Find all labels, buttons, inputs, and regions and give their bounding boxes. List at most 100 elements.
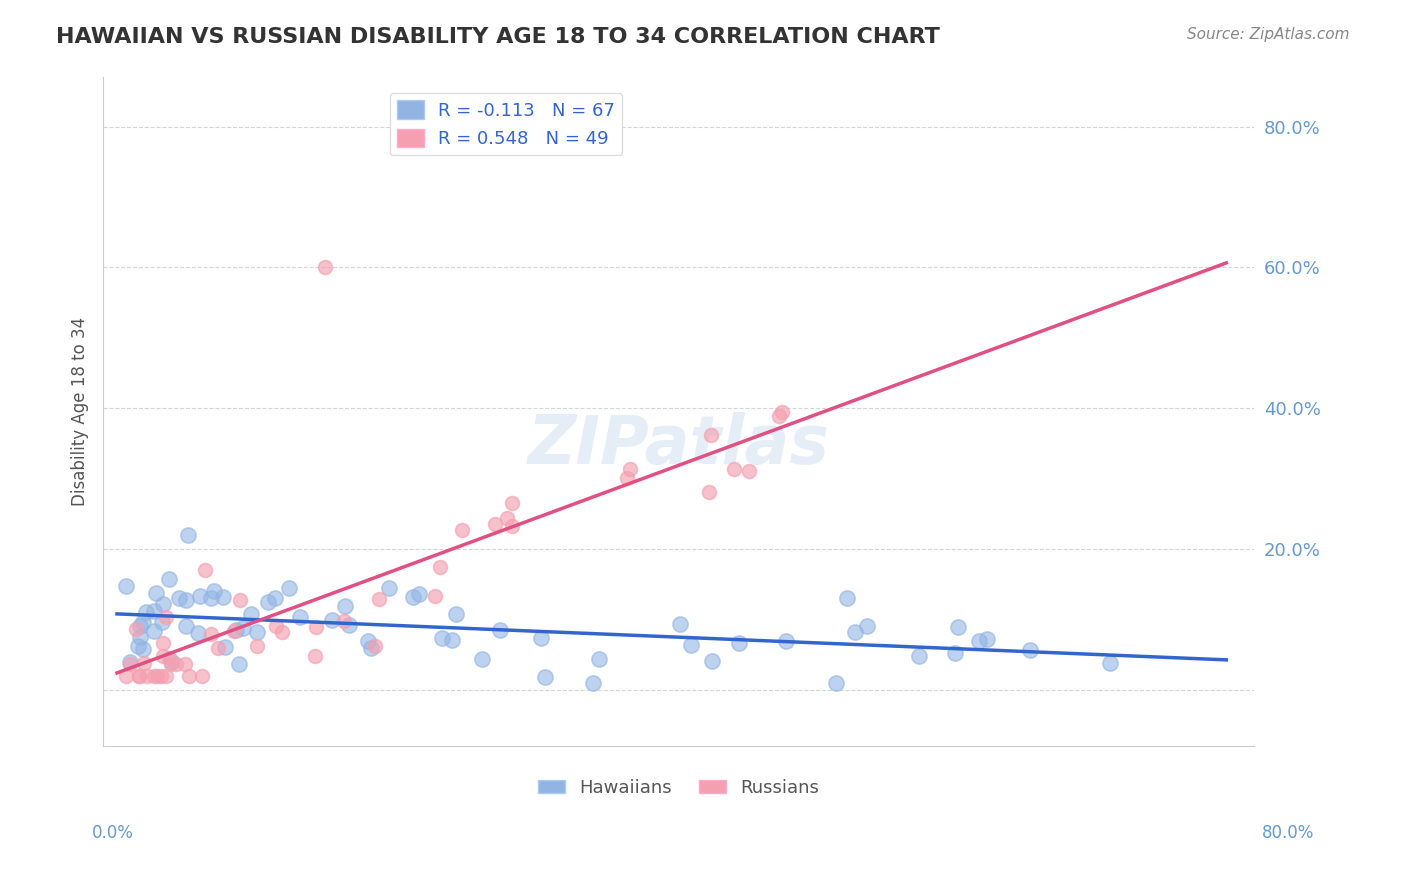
- Hawaiians: [132, 615, 155, 629]
- Hawaiians: [967, 634, 990, 648]
- Russians: [768, 409, 790, 424]
- Russians: [271, 625, 294, 640]
- Russians: [314, 260, 336, 275]
- Hawaiians: [681, 638, 703, 652]
- Hawaiians: [288, 609, 311, 624]
- Russians: [304, 649, 326, 664]
- Hawaiians: [976, 632, 998, 646]
- Hawaiians: [444, 607, 467, 621]
- Hawaiians: [356, 633, 378, 648]
- Russians: [143, 668, 166, 682]
- Russians: [132, 657, 155, 671]
- Hawaiians: [669, 616, 692, 631]
- Hawaiians: [228, 657, 250, 672]
- Hawaiians: [129, 631, 152, 645]
- Russians: [229, 592, 252, 607]
- Hawaiians: [1019, 642, 1042, 657]
- Hawaiians: [471, 652, 494, 666]
- Russians: [146, 668, 169, 682]
- Hawaiians: [360, 640, 382, 655]
- Russians: [160, 657, 183, 671]
- Russians: [484, 517, 506, 532]
- Russians: [700, 428, 723, 442]
- Hawaiians: [432, 631, 454, 645]
- Russians: [128, 668, 150, 682]
- Hawaiians: [278, 581, 301, 595]
- Russians: [770, 404, 793, 418]
- Hawaiians: [145, 586, 167, 600]
- Hawaiians: [174, 592, 197, 607]
- Hawaiians: [440, 632, 463, 647]
- Hawaiians: [775, 634, 797, 648]
- Hawaiians: [157, 572, 180, 586]
- Hawaiians: [337, 617, 360, 632]
- Hawaiians: [943, 646, 966, 660]
- Russians: [364, 639, 387, 653]
- Russians: [697, 485, 720, 500]
- Text: HAWAIIAN VS RUSSIAN DISABILITY AGE 18 TO 34 CORRELATION CHART: HAWAIIAN VS RUSSIAN DISABILITY AGE 18 TO…: [56, 27, 941, 46]
- Russians: [177, 668, 200, 682]
- Russians: [616, 470, 638, 484]
- Hawaiians: [132, 642, 155, 657]
- Hawaiians: [176, 528, 198, 542]
- Russians: [128, 668, 150, 682]
- Hawaiians: [225, 623, 247, 637]
- Hawaiians: [232, 622, 254, 636]
- Russians: [191, 668, 214, 682]
- Hawaiians: [534, 670, 557, 684]
- Russians: [157, 651, 180, 665]
- Russians: [135, 668, 157, 682]
- Hawaiians: [844, 624, 866, 639]
- Hawaiians: [152, 597, 174, 611]
- Russians: [124, 622, 146, 636]
- Russians: [118, 657, 141, 672]
- Russians: [738, 464, 761, 478]
- Y-axis label: Disability Age 18 to 34: Disability Age 18 to 34: [72, 318, 89, 507]
- Russians: [451, 523, 474, 537]
- Russians: [165, 657, 187, 671]
- Hawaiians: [211, 590, 233, 604]
- Russians: [152, 636, 174, 650]
- Russians: [194, 563, 217, 577]
- Russians: [115, 668, 138, 682]
- Hawaiians: [837, 591, 859, 606]
- Hawaiians: [333, 599, 356, 614]
- Hawaiians: [907, 648, 929, 663]
- Russians: [501, 518, 523, 533]
- Hawaiians: [489, 623, 512, 637]
- Hawaiians: [239, 607, 262, 621]
- Hawaiians: [214, 640, 236, 655]
- Hawaiians: [202, 583, 225, 598]
- Text: 80.0%: 80.0%: [1263, 824, 1315, 842]
- Hawaiians: [529, 631, 551, 645]
- Russians: [246, 639, 269, 653]
- Hawaiians: [321, 613, 343, 627]
- Hawaiians: [402, 591, 425, 605]
- Russians: [149, 668, 172, 682]
- Text: Source: ZipAtlas.com: Source: ZipAtlas.com: [1187, 27, 1350, 42]
- Hawaiians: [188, 589, 211, 603]
- Hawaiians: [127, 639, 149, 653]
- Hawaiians: [264, 591, 287, 605]
- Hawaiians: [257, 595, 280, 609]
- Hawaiians: [378, 581, 401, 595]
- Russians: [152, 648, 174, 663]
- Russians: [333, 615, 356, 629]
- Russians: [200, 627, 222, 641]
- Hawaiians: [728, 636, 751, 650]
- Hawaiians: [946, 620, 969, 634]
- Russians: [429, 559, 451, 574]
- Text: 0.0%: 0.0%: [91, 824, 134, 842]
- Russians: [367, 591, 389, 606]
- Hawaiians: [143, 624, 166, 639]
- Russians: [155, 610, 177, 624]
- Russians: [619, 462, 641, 476]
- Legend: Hawaiians, Russians: Hawaiians, Russians: [530, 772, 827, 804]
- Russians: [174, 657, 197, 671]
- Hawaiians: [129, 618, 152, 632]
- Russians: [425, 590, 447, 604]
- Hawaiians: [115, 579, 138, 593]
- Hawaiians: [135, 605, 157, 619]
- Russians: [155, 668, 177, 682]
- Hawaiians: [246, 624, 269, 639]
